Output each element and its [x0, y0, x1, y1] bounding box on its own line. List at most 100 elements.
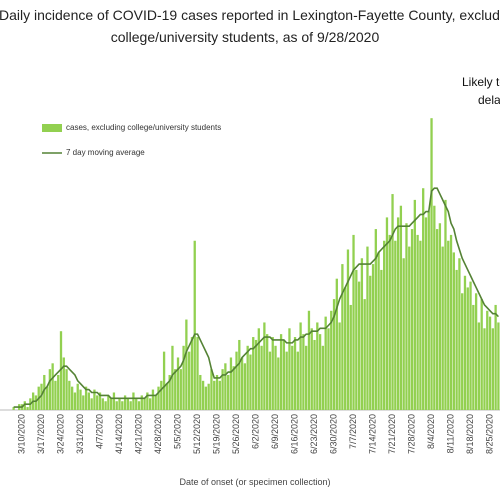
bar [385, 217, 389, 410]
bar [185, 319, 188, 410]
bar [369, 275, 372, 410]
bar [299, 322, 302, 410]
bar [316, 322, 319, 410]
bar [388, 234, 391, 410]
x-tick-label: 6/23/2020 [309, 414, 319, 454]
bar [70, 386, 74, 410]
bar [23, 401, 26, 410]
bar [218, 380, 221, 410]
x-tick-label: 5/12/2020 [192, 414, 202, 454]
bar [238, 339, 241, 410]
bar [76, 383, 79, 410]
bar [422, 188, 425, 410]
x-tick-label: 7/14/2020 [367, 414, 377, 454]
bar [430, 118, 433, 410]
bar [427, 211, 430, 410]
bar [458, 258, 461, 410]
bar [321, 345, 325, 410]
x-tick-label: 4/28/2020 [153, 414, 163, 454]
bar [330, 310, 333, 410]
bar [274, 345, 277, 410]
bar [101, 398, 104, 410]
bar [87, 392, 91, 410]
bar [271, 337, 274, 410]
bar [335, 278, 338, 410]
bar [419, 240, 422, 410]
bar [357, 281, 361, 410]
bar [162, 351, 166, 410]
bar [154, 395, 157, 410]
bar [402, 258, 405, 410]
chart-title: college/university students, as of 9/28/… [111, 29, 380, 45]
bar [110, 398, 113, 410]
annotation: dela [478, 93, 500, 107]
bar [327, 328, 330, 410]
bar [488, 316, 492, 410]
x-tick-label: 8/4/2020 [426, 414, 436, 449]
bar [182, 345, 185, 410]
bar [34, 395, 38, 410]
bar [213, 380, 216, 410]
x-tick-label: 3/10/2020 [16, 414, 26, 454]
bar [461, 293, 464, 410]
bar [405, 223, 408, 410]
bar [310, 328, 313, 410]
x-tick-label: 4/21/2020 [133, 414, 143, 454]
bar [135, 398, 138, 410]
bar [486, 310, 489, 410]
bar [201, 380, 205, 410]
bar [115, 401, 118, 410]
legend-swatch [42, 124, 62, 132]
x-tick-label: 6/2/2020 [250, 414, 260, 449]
bar [132, 392, 135, 410]
bar [221, 369, 224, 410]
x-tick-label: 3/31/2020 [75, 414, 85, 454]
bar [143, 398, 146, 410]
x-tick-label: 5/5/2020 [172, 414, 182, 449]
bar [352, 234, 355, 410]
bar [424, 217, 428, 410]
bar [374, 229, 377, 410]
bar [126, 398, 130, 410]
bar [463, 275, 467, 410]
bar [494, 304, 497, 410]
bar [157, 386, 160, 410]
bar [371, 264, 375, 410]
bar [416, 234, 419, 410]
bar [377, 252, 380, 410]
bar [360, 258, 364, 410]
bar [346, 249, 350, 410]
bar [45, 386, 49, 410]
bar [305, 345, 308, 410]
bar [188, 351, 191, 410]
bar [497, 322, 500, 410]
bar [249, 354, 252, 410]
bar [282, 339, 286, 410]
bar [171, 345, 174, 410]
bar [193, 240, 196, 410]
bar [196, 337, 199, 410]
bar [449, 234, 453, 410]
bar [469, 281, 472, 410]
bar [396, 217, 400, 410]
x-tick-label: 3/24/2020 [55, 414, 65, 454]
bar [129, 401, 132, 410]
bar [444, 199, 447, 410]
bar [215, 374, 219, 410]
bar [68, 380, 71, 410]
x-tick-label: 3/17/2020 [36, 414, 46, 454]
bar [441, 246, 444, 410]
bar [366, 246, 369, 410]
bar [279, 334, 283, 410]
bar [491, 328, 494, 410]
bar [151, 389, 155, 410]
x-tick-label: 7/21/2020 [387, 414, 397, 454]
bar [210, 369, 213, 410]
bar [433, 205, 436, 410]
annotation: Likely to [462, 75, 500, 89]
bar [149, 398, 152, 410]
bar [199, 374, 202, 410]
bar [474, 293, 478, 410]
bar [355, 269, 358, 410]
